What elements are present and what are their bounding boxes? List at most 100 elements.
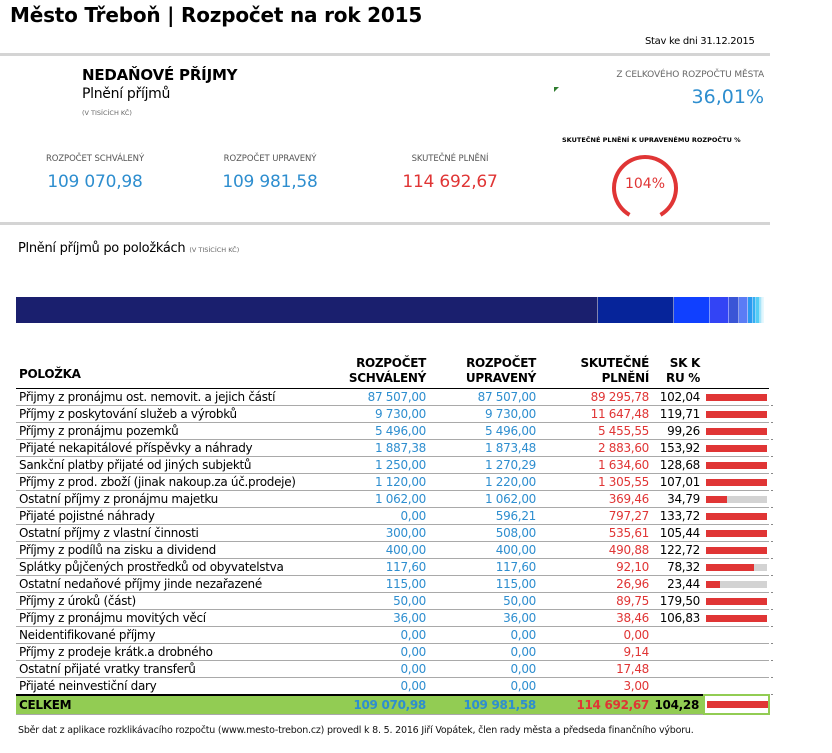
kpi-adjusted: ROZPOČET UPRAVENÝ 109 981,58 [200, 154, 340, 192]
cell-pct: 122,72 [659, 543, 701, 557]
table-row: Přijaté neinvestiční dary 0,00 0,00 3,00 [16, 678, 773, 696]
header-pct: SK K RU % [653, 356, 704, 389]
cell-pct: 106,83 [659, 611, 701, 625]
progress-bar-fill [706, 614, 767, 622]
cell-actual: 11 647,48 [590, 407, 650, 421]
progress-bar-track [706, 614, 767, 622]
kpi-value: 114 692,67 [402, 172, 498, 192]
section-subtitle: Plnění příjmů [82, 86, 171, 102]
row-tick [771, 439, 773, 440]
items-title-text: Plnění příjmů po položkách [18, 241, 186, 256]
cell-adjusted: 5 496,00 [484, 424, 536, 438]
cell-item: Přijaté nekapitálové příspěvky a náhrady [19, 441, 253, 455]
cell-progress [704, 508, 773, 525]
cell-progress [704, 644, 773, 661]
row-tick [771, 609, 773, 610]
cell-pct [653, 627, 704, 644]
cell-actual: 1 305,55 [597, 475, 649, 489]
cell-approved: 0,00 [400, 679, 426, 693]
stack-segment [598, 297, 675, 323]
cell-item: Ostatní nedaňové příjmy jinde nezařazené [19, 577, 262, 591]
progress-bar-track [706, 427, 767, 435]
progress-bar-track [706, 393, 767, 401]
marker-icon [554, 87, 559, 92]
cell-approved: 5 496,00 [374, 424, 426, 438]
cell-progress [704, 559, 773, 576]
progress-bar-fill [706, 478, 767, 486]
table-total-row: CELKEM 109 070,98 109 981,58 114 692,67 104,… [16, 694, 770, 715]
cell-adjusted: 596,21 [495, 509, 537, 523]
table-row: Příjmy z úroků (část) 50,00 50,00 89,75 179,… [16, 593, 773, 610]
table-row: Neidentifikované příjmy 0,00 0,00 0,00 [16, 627, 773, 644]
progress-bar-fill [706, 393, 767, 401]
cell-item: Příjmy z poskytování služeb a výrobků [19, 407, 237, 421]
cell-pct: 34,79 [667, 492, 700, 506]
cell-adjusted: 1 062,00 [484, 492, 536, 506]
cell-item: CELKEM [19, 697, 72, 712]
row-tick [771, 694, 773, 695]
progress-bar-track [706, 512, 767, 520]
cell-item: Přijaté pojistné náhrady [19, 509, 155, 523]
progress-bar-fill [706, 512, 767, 520]
cell-actual: 490,88 [608, 543, 650, 557]
progress-bar-track [706, 444, 767, 452]
cell-pct: 104,28 [654, 697, 699, 712]
cell-adjusted: 0,00 [510, 679, 536, 693]
unit-label: (V TISÍCÍCH KČ) [82, 109, 132, 117]
cell-approved: 1 887,38 [374, 441, 426, 455]
cell-approved: 400,00 [385, 543, 427, 557]
table-row: Příjmy z prod. zboží (jinak nakoup.za úč… [16, 474, 773, 491]
cell-item: Ostatní přijaté vratky transferů [19, 662, 196, 676]
table-row: Příjmy z poskytování služeb a výrobků 9 7… [16, 406, 773, 423]
row-tick [771, 626, 773, 627]
cell-actual: 369,46 [608, 492, 650, 506]
cell-progress [704, 389, 773, 406]
stack-segment [709, 297, 729, 323]
cell-adjusted: 115,00 [495, 577, 537, 591]
cell-progress [704, 593, 773, 610]
cell-approved: 36,00 [393, 611, 426, 625]
cell-approved: 0,00 [400, 662, 426, 676]
cell-item: Příjmy z úroků (část) [19, 594, 136, 608]
stack-segment [763, 297, 765, 323]
row-tick [771, 643, 773, 644]
cell-adjusted: 400,00 [495, 543, 537, 557]
cell-item: Příjmy z podílů na zisku a dividend [19, 543, 216, 557]
kpi-label: SKUTEČNÉ PLNĚNÍ [411, 154, 489, 164]
cell-approved: 117,60 [385, 560, 427, 574]
cell-actual: 1 634,60 [597, 458, 649, 472]
row-tick [771, 558, 773, 559]
header-line: SCHVÁLENÝ [348, 371, 426, 385]
cell-progress [704, 678, 773, 695]
progress-bar-fill [706, 461, 767, 469]
stack-segment [759, 297, 763, 323]
header-adjusted: ROZPOČET UPRAVENÝ [430, 356, 540, 389]
cell-actual: 92,10 [616, 560, 649, 574]
cell-pct [653, 678, 704, 696]
stack-segment [16, 297, 599, 323]
table-row: Příjmy z pronájmu pozemků 5 496,00 5 496,0… [16, 423, 773, 440]
cell-adjusted: 508,00 [495, 526, 537, 540]
cell-progress [704, 627, 773, 644]
cell-progress [704, 406, 773, 423]
cell-progress [704, 440, 773, 457]
cell-item: Přijmy z pronájmu ost. nemovit. a jejich… [19, 390, 276, 404]
gauge-ring [612, 155, 678, 217]
kpi-label: ROZPOČET SCHVÁLENÝ [45, 154, 145, 164]
cell-progress [704, 661, 773, 678]
cell-progress [704, 610, 773, 627]
cell-pct: 107,01 [659, 475, 701, 489]
cell-actual: 38,46 [616, 611, 649, 625]
cell-progress [704, 457, 773, 474]
cell-progress [704, 423, 773, 440]
cell-actual: 5 455,55 [597, 424, 649, 438]
cell-approved: 50,00 [393, 594, 426, 608]
progress-bar-track [706, 478, 767, 486]
progress-bar-track [707, 701, 768, 708]
row-tick [771, 660, 773, 661]
cell-item: Příjmy z prodeje krátk.a drobného [19, 645, 213, 659]
cell-pct: 128,68 [659, 458, 701, 472]
row-tick [771, 677, 773, 678]
row-tick [771, 541, 773, 542]
header-line: SK K [669, 356, 701, 370]
